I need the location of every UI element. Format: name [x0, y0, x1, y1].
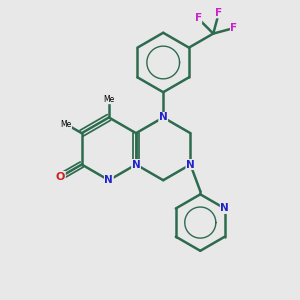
Text: Me: Me — [60, 120, 72, 129]
Text: F: F — [194, 14, 202, 23]
Text: F: F — [230, 23, 238, 33]
Text: F: F — [215, 8, 222, 18]
Text: N: N — [186, 160, 195, 170]
Text: Me: Me — [103, 95, 115, 104]
Text: N: N — [132, 160, 140, 170]
Text: N: N — [159, 112, 168, 122]
Text: N: N — [104, 175, 113, 185]
Text: O: O — [56, 172, 65, 182]
Text: N: N — [220, 203, 229, 214]
